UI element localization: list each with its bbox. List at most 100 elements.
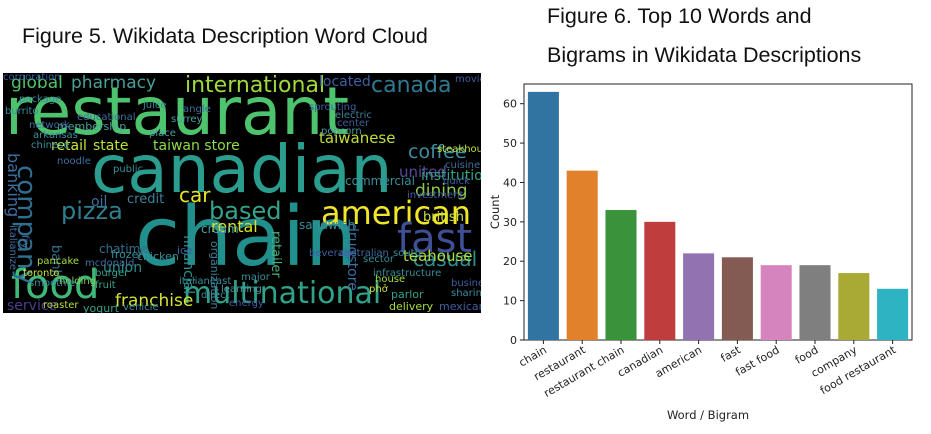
cloud-word: toronto [23,268,60,279]
y-ticks-group: 0 10 20 30 40 50 60 [503,98,524,347]
y-axis-label: Count [488,194,502,229]
cloud-word: canadian [91,131,393,208]
cloud-word: global [11,73,63,93]
cloud-word: oil [91,194,108,210]
cloud-word: parlor [391,288,424,301]
cloud-word: juice [143,100,167,111]
cloud-word: electric [335,110,372,121]
cloud-word: holding [59,276,97,287]
cloud-word: public [113,164,144,175]
cloud-word: sandwich [299,218,356,232]
cloud-word: educational [77,112,136,123]
cloud-word: coffee [408,141,467,163]
y-tick-label: 50 [503,137,517,150]
cloud-word: place [149,128,176,139]
bar-american [683,253,715,340]
x-tick-label: fast [718,343,743,365]
cloud-word: multinational [183,276,382,311]
cloud-word: cuisine [445,160,481,171]
x-tick-label: fast food [733,343,781,378]
cloud-word: membership [57,120,127,133]
cloud-word: steakhouse [437,144,481,155]
cloud-word: taiwanese [319,129,396,147]
cloud-word: popcorn [321,126,362,137]
cloud-word: arkansas [33,130,78,141]
cloud-word: located [319,74,371,90]
cloud-word: united [399,163,447,181]
bar-food [799,265,831,340]
cloud-word: house [375,274,406,285]
cloud-word: institution [421,168,481,184]
cloud-word: pancake [37,256,80,267]
cloud-word: restaurant [5,73,350,150]
cloud-word: roaster [43,300,79,311]
cloud-word: ice [177,244,193,257]
cloud-word: italianeast [179,276,232,287]
figure6-title-line1: Figure 6. Top 10 Words and [547,4,812,28]
cloud-word: union [103,260,143,276]
cloud-word: dining [415,181,468,201]
cloud-word: chinese [31,140,70,151]
cloud-word: australian [339,248,389,259]
bar-food-restaurant [877,288,909,340]
cloud-word: beverage [309,248,357,259]
figure6-title-line2: Bigrams in Wikidata Descriptions [547,43,862,67]
plot-frame [523,83,913,341]
cloud-word: movie [455,74,481,85]
cloud-word: package [19,94,62,105]
cloud-word: state [93,138,129,154]
bar-fast [721,257,753,340]
cloud-word: international [185,73,326,98]
cloud-word: canada [371,73,452,98]
cloud-word: direct [201,290,230,301]
bars-group [527,91,909,340]
cloud-word: pizza [61,197,123,225]
y-tick-label: 0 [510,334,517,347]
cloud-word: surrey [171,114,203,125]
cloud-word: sharing [451,288,481,299]
bar-fast-food [760,265,792,340]
bar-chain [527,91,559,340]
cloud-word: infrastructure [373,268,442,279]
cloud-word: learning [221,284,262,295]
y-tick-label: 60 [503,98,517,111]
cloud-word: frozen [111,248,146,261]
cloud-word: sprouting [309,102,357,113]
cloud-word: credit [127,192,165,207]
cloud-word: vehicle [123,302,159,313]
cloud-word: chain [135,190,358,285]
cloud-word: corporation [3,73,61,83]
y-tick-label: 30 [503,216,517,229]
cloud-word: sector [363,254,395,265]
y-tick-label: 20 [503,255,517,268]
cloud-word: taiwan store [153,138,240,154]
cloud-word: center [337,118,370,129]
cloud-word: commercial [345,174,415,188]
cloud-word: car [179,183,211,207]
cloud-word: mexican [439,300,481,313]
bar-restaurant-chain [605,210,637,340]
cloud-word: network [29,120,70,131]
cloud-word: food [11,262,100,308]
cloud-word: british [423,210,464,225]
cloud-word: burrito [5,106,39,117]
cloud-word: chicken [137,250,179,263]
y-tick-label: 10 [503,295,517,308]
cloud-word: major [241,272,270,283]
cloud-word: business [451,278,481,289]
x-axis-label: Word / Bigram [667,408,749,422]
cloud-word: south [393,248,421,259]
cloud-word: service [7,298,58,313]
cloud-word: cream [201,222,239,236]
cloud-word: fruit [95,280,116,291]
cloud-word: american [321,194,471,232]
cloud-word: retail [51,138,87,154]
cloud-word: noodle [57,156,91,167]
y-tick-label: 40 [503,176,517,189]
cloud-word: casual [413,247,478,271]
word-cloud: restaurant canadian chain american fast food c… [3,73,481,313]
cloud-word: based [209,197,282,225]
cloud-word: phở [369,284,388,295]
